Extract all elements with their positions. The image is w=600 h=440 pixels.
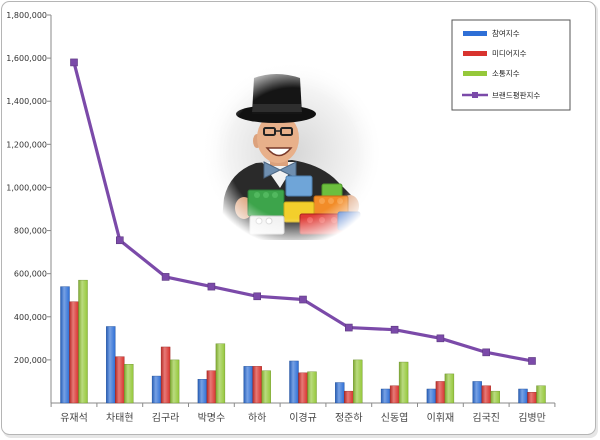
legend-label-series-2: 소통지수	[492, 69, 520, 78]
bar-series-2-item-2	[169, 359, 180, 404]
brand-index-line-series	[70, 58, 536, 365]
x-category-label: 이휘재	[427, 412, 455, 424]
line-point-0	[70, 58, 78, 67]
x-category-label: 차태현	[106, 412, 134, 424]
x-category-label: 김구라	[152, 412, 180, 424]
legend-label-series-0: 참여지수	[492, 28, 520, 38]
bar-series-1-item-5	[298, 372, 308, 404]
x-category-label: 이경규	[289, 411, 317, 424]
bar-series-1-item-8	[435, 381, 446, 404]
legend-swatch-series-2	[463, 71, 487, 76]
bar-series-2-item-0	[78, 279, 88, 404]
x-category-label: 유재석	[60, 412, 88, 424]
bar-series-2-item-3	[215, 343, 226, 404]
bar-series-0-item-3	[197, 379, 208, 404]
bar-series-1-item-3	[206, 370, 217, 404]
line-point-6	[344, 323, 353, 332]
line-point-2	[161, 273, 170, 281]
legend-swatch-series-1	[463, 51, 487, 56]
bar-series-2-item-5	[307, 371, 317, 404]
bar-series-1-item-4	[252, 366, 262, 404]
bar-series-0-item-5	[289, 360, 299, 404]
y-tick-label: 400,000	[14, 313, 47, 322]
legend: 참여지수 미디어지수 소통지수 브랜드평판지수	[451, 19, 571, 111]
line-point-4	[253, 292, 261, 301]
legend-swatch-series-0	[463, 31, 487, 36]
x-category-label: 김병만	[518, 412, 546, 424]
bar-series-2-item-4	[261, 370, 271, 404]
bar-series-1-item-7	[389, 385, 400, 404]
line-point-3	[207, 282, 216, 291]
bar-series-1-item-2	[160, 346, 171, 404]
bar-series-2-item-9	[490, 390, 500, 404]
y-tick-label: 200,000	[14, 356, 47, 365]
bar-series-0-item-0	[60, 286, 70, 404]
bar-series-0-item-8	[426, 388, 437, 404]
x-category-label: 박명수	[198, 412, 226, 424]
bar-series-0-item-10	[518, 388, 528, 404]
bar-series-1-item-1	[115, 356, 125, 404]
y-tick-label: 800,000	[14, 227, 47, 236]
line-point-9	[482, 348, 491, 357]
legend-label-series-3: 브랜드평판지수	[492, 90, 540, 100]
x-category-label: 하하	[248, 411, 266, 424]
x-category-label: 신동엽	[381, 412, 409, 424]
bar-series	[60, 279, 546, 404]
bar-series-1-item-6	[344, 390, 354, 404]
axis-labels: 200,000 400,000 600,000 800,000 1,000,000 1,2…	[6, 11, 546, 424]
bar-series-2-item-10	[536, 385, 546, 404]
bar-series-2-item-6	[353, 359, 363, 404]
bar-series-0-item-2	[151, 375, 162, 404]
y-tick-label: 1,800,000	[6, 11, 47, 20]
bar-series-2-item-7	[398, 361, 409, 404]
y-tick-label: 1,400,000	[6, 97, 47, 106]
y-tick-label: 600,000	[14, 270, 47, 279]
legend-label-series-1: 미디어지수	[492, 48, 527, 58]
bar-series-1-item-9	[481, 385, 491, 404]
bar-series-0-item-4	[243, 366, 253, 404]
bar-series-1-item-10	[527, 392, 537, 404]
y-tick-label: 1,000,000	[6, 183, 47, 192]
legend-marker-series-3	[472, 92, 478, 98]
y-tick-label: 1,600,000	[6, 54, 47, 63]
bar-series-0-item-6	[335, 382, 345, 404]
bar-series-0-item-7	[380, 388, 391, 404]
line-point-7	[390, 325, 399, 334]
bar-series-0-item-1	[106, 326, 116, 404]
bar-series-1-item-0	[69, 301, 79, 404]
line-point-5	[299, 295, 307, 304]
line-point-8	[436, 334, 445, 343]
photo-fade-vignette	[200, 60, 386, 246]
x-category-label: 김국진	[472, 412, 500, 424]
x-category-label: 정준하	[335, 411, 363, 424]
line-point-1	[116, 236, 124, 245]
host-photo	[200, 60, 386, 246]
bar-series-2-item-1	[124, 364, 134, 404]
bar-series-2-item-8	[444, 373, 455, 404]
y-tick-label: 1,200,000	[6, 140, 47, 149]
line-point-10	[528, 357, 536, 365]
bar-series-0-item-9	[472, 381, 482, 404]
